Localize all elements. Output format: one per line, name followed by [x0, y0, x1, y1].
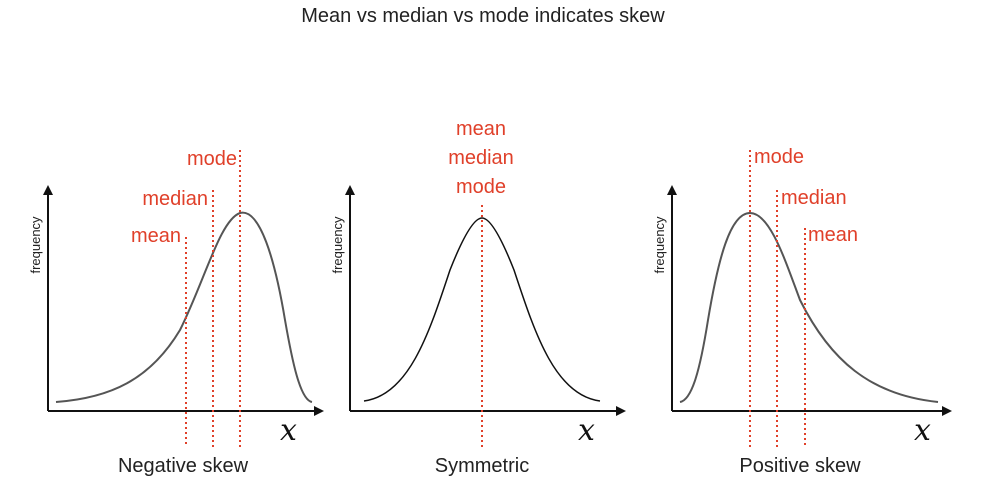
distribution-curve: [55, 211, 313, 403]
diagram-title: Mean vs median vs mode indicates skew: [301, 5, 665, 27]
x-axis-label: x: [280, 413, 297, 448]
median-label: median: [448, 147, 514, 169]
mode-label: mode: [754, 146, 804, 168]
mode-label: mode: [456, 176, 506, 198]
mode-label: mode: [187, 148, 237, 170]
mean-label: mean: [131, 225, 181, 247]
median-label: median: [781, 187, 847, 209]
mean-label: mean: [456, 118, 506, 140]
median-label: median: [142, 188, 208, 210]
panel-caption: Negative skew: [118, 455, 249, 477]
distribution-curve: [363, 217, 601, 402]
panel-caption: Positive skew: [739, 455, 861, 477]
x-axis-label: x: [914, 413, 931, 448]
x-axis-label: x: [578, 413, 595, 448]
panel-symmetric: frequency x mean median mode Symmetric: [330, 118, 626, 477]
y-axis-label: frequency: [28, 216, 43, 274]
y-axis-label: frequency: [330, 216, 345, 274]
mean-label: mean: [808, 224, 858, 246]
distribution-curve: [679, 211, 939, 403]
panel-negative-skew: frequency x mean median mode Negative sk…: [28, 148, 324, 477]
y-axis-label: frequency: [652, 216, 667, 274]
panel-caption: Symmetric: [435, 455, 529, 477]
panel-positive-skew: frequency x mode median mean Positive sk…: [652, 146, 952, 477]
